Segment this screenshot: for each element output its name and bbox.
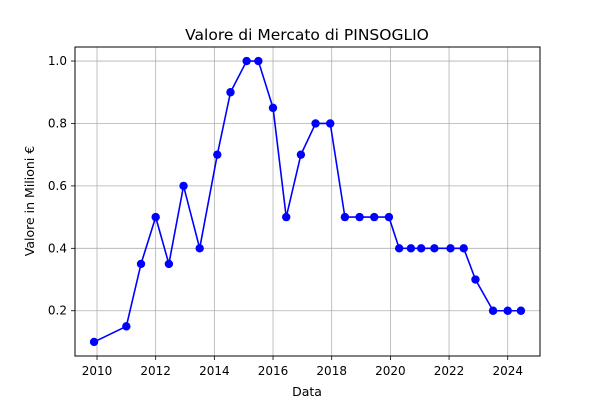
data-point	[136, 259, 146, 269]
data-point	[326, 119, 335, 128]
data-point	[471, 275, 480, 284]
data-point	[488, 306, 498, 315]
axis-ticks: 2010 2012 2014 2016 2018 2020 2022 2024 0.2 0.4 0.…	[48, 54, 523, 378]
data-point	[226, 88, 235, 97]
plot-frame	[74, 46, 541, 357]
y-axis-label: Valore in Milioni €	[22, 146, 37, 256]
data-point	[446, 244, 455, 253]
data-point	[384, 212, 394, 222]
x-tick-label: 2012	[140, 364, 171, 378]
data-point	[242, 56, 251, 66]
x-tick-label: 2010	[82, 364, 113, 378]
x-tick-label: 2014	[199, 364, 230, 378]
x-tick-label: 2024	[492, 364, 523, 378]
data-series	[89, 56, 526, 347]
data-point	[282, 212, 291, 222]
data-point	[430, 244, 439, 253]
data-point	[268, 103, 278, 113]
y-tick-label: 0.8	[48, 116, 67, 130]
y-tick-label: 0.4	[48, 241, 67, 255]
x-tick-label: 2020	[375, 364, 406, 378]
data-point	[416, 244, 426, 253]
data-point	[89, 337, 99, 347]
data-point	[394, 244, 404, 253]
data-point	[340, 212, 350, 222]
y-tick-label: 0.6	[48, 179, 67, 193]
data-point	[516, 306, 526, 315]
data-point	[151, 212, 160, 222]
y-tick-label: 0.2	[48, 304, 67, 318]
x-tick-label: 2016	[258, 364, 289, 378]
data-point	[213, 150, 222, 159]
data-point	[406, 244, 416, 253]
chart-title: Valore di Mercato di PINSOGLIO	[185, 26, 429, 44]
data-point	[311, 119, 320, 128]
data-point	[355, 212, 364, 222]
data-point	[122, 322, 131, 331]
data-point	[179, 181, 188, 191]
data-point	[459, 244, 468, 253]
y-tick-label: 1.0	[48, 54, 67, 68]
x-tick-label: 2018	[316, 364, 347, 378]
x-tick-label: 2022	[434, 364, 465, 378]
data-point	[503, 306, 512, 315]
data-point	[370, 212, 379, 222]
series-line	[93, 60, 521, 343]
data-point	[164, 259, 174, 269]
data-point	[296, 150, 306, 159]
data-point	[254, 56, 263, 66]
x-axis-label: Data	[292, 384, 322, 399]
grid	[75, 47, 540, 356]
data-point	[195, 244, 204, 253]
